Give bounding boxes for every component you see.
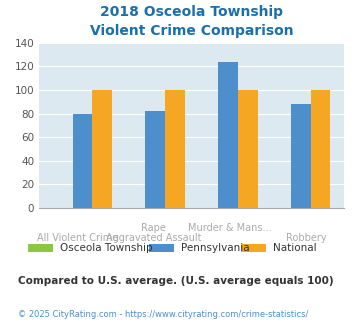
Bar [311,90,331,208]
Text: Robbery: Robbery [286,233,327,243]
Title: 2018 Osceola Township
Violent Crime Comparison: 2018 Osceola Township Violent Crime Comp… [90,5,294,38]
Bar [165,90,185,208]
Text: © 2025 CityRating.com - https://www.cityrating.com/crime-statistics/: © 2025 CityRating.com - https://www.city… [18,310,308,319]
Bar [92,90,112,208]
Text: Osceola Township: Osceola Township [60,243,153,253]
Bar [72,114,92,208]
Bar [146,111,165,208]
Text: All Violent Crime: All Violent Crime [37,233,118,243]
Text: Murder & Mans...: Murder & Mans... [188,223,272,233]
Text: Pennsylvania: Pennsylvania [181,243,250,253]
Bar [238,90,258,208]
Bar [291,104,311,208]
Text: Aggravated Assault: Aggravated Assault [106,233,201,243]
Text: Rape: Rape [141,223,166,233]
Text: National: National [273,243,317,253]
Text: Compared to U.S. average. (U.S. average equals 100): Compared to U.S. average. (U.S. average … [18,276,333,286]
Bar [218,62,238,208]
